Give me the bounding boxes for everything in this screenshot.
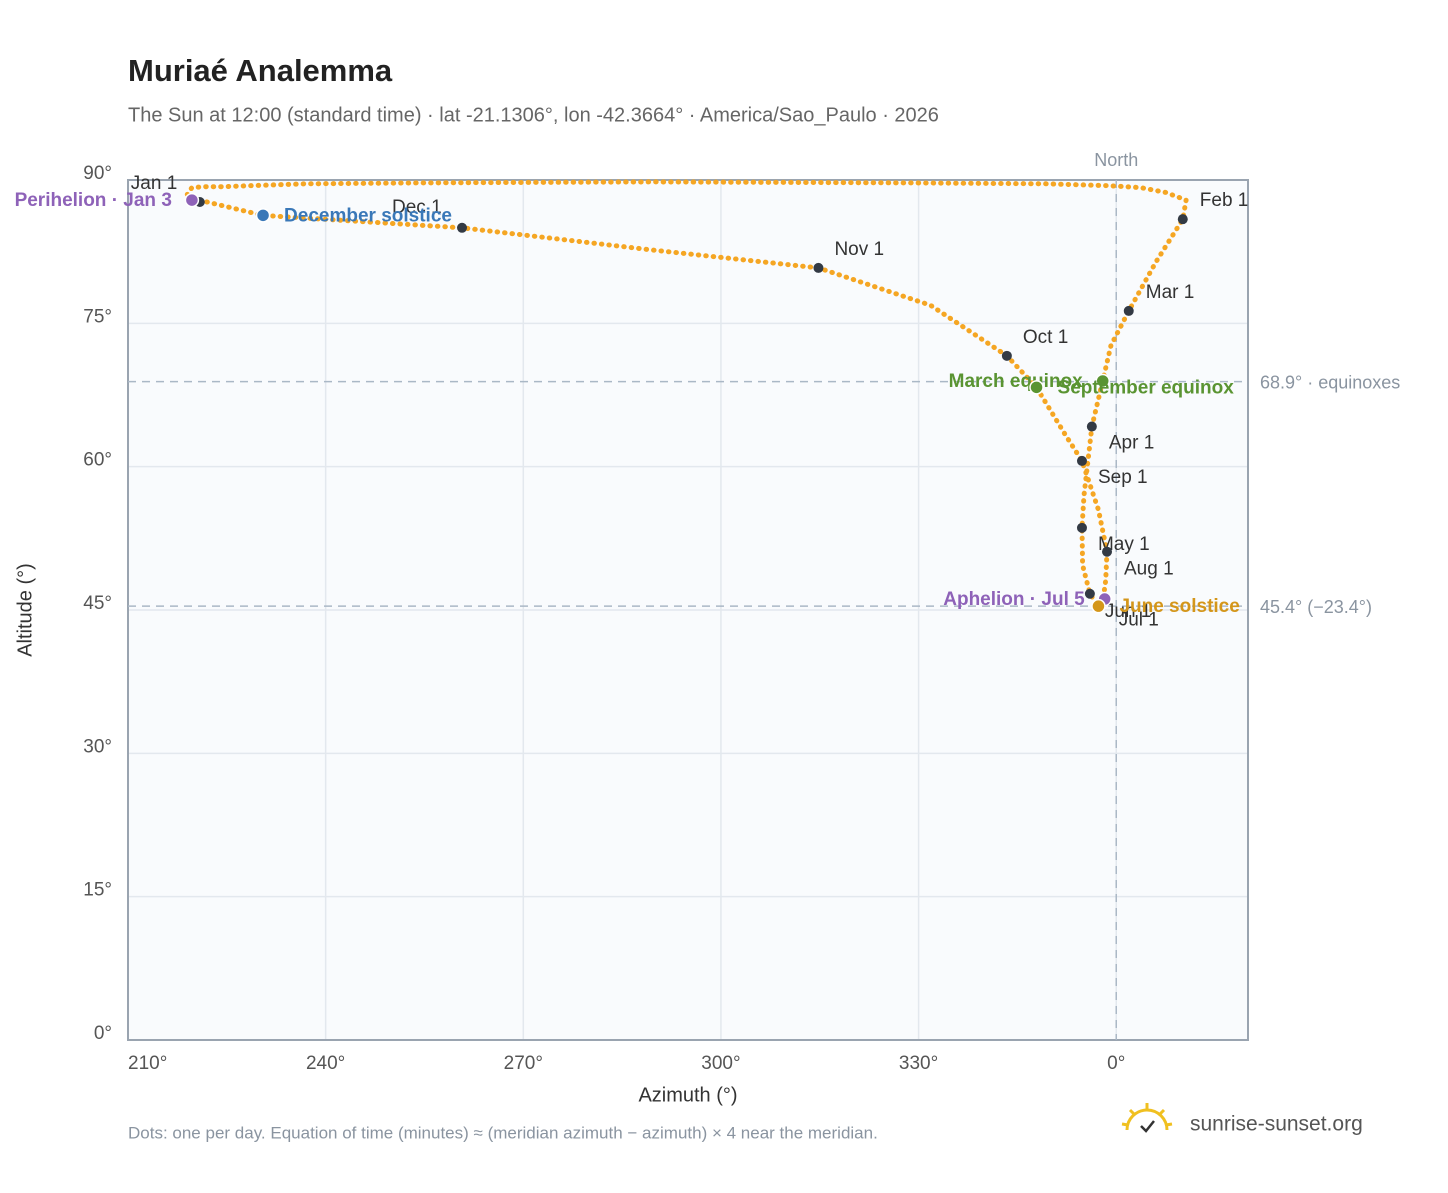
month-marker <box>1084 588 1095 599</box>
event-label: March equinox <box>949 371 1084 392</box>
y-tick-label: 45° <box>83 593 112 614</box>
event-label: Aphelion · Jul 5 <box>943 589 1085 610</box>
month-label: Jun 1 <box>1105 601 1151 622</box>
month-label: Feb 1 <box>1200 190 1249 211</box>
month-label: Oct 1 <box>1023 327 1068 348</box>
month-marker <box>1123 305 1134 316</box>
month-marker <box>1076 455 1087 466</box>
month-marker <box>1102 546 1113 557</box>
x-tick-label: 300° <box>701 1053 740 1074</box>
month-label: Aug 1 <box>1124 559 1174 580</box>
y-tick-label: 75° <box>83 306 112 327</box>
event-marker <box>1095 373 1110 389</box>
x-tick-label: 270° <box>504 1053 543 1074</box>
chart-subtitle: The Sun at 12:00 (standard time) · lat -… <box>128 104 939 126</box>
month-marker <box>457 222 468 233</box>
y-tick-label: 15° <box>83 880 112 901</box>
chart-title: Muriaé Analemma <box>128 53 393 88</box>
month-label: Mar 1 <box>1146 282 1195 303</box>
reference-label: 68.9° · equinoxes <box>1260 372 1400 392</box>
x-tick-label: 330° <box>899 1053 938 1074</box>
x-axis-label: Azimuth (°) <box>638 1084 737 1106</box>
month-marker <box>1001 350 1012 361</box>
north-label: North <box>1094 150 1138 170</box>
month-marker <box>1177 214 1188 225</box>
x-tick-label: 210° <box>128 1053 167 1074</box>
reference-label: 45.4° (−23.4°) <box>1260 597 1372 617</box>
month-label: Sep 1 <box>1098 467 1148 488</box>
month-label: Jul 1 <box>1119 609 1159 630</box>
brand: sunrise-sunset.org <box>1190 1113 1363 1136</box>
month-label: Jan 1 <box>131 173 177 194</box>
month-label: Apr 1 <box>1109 433 1154 454</box>
x-tick-label: 0° <box>1107 1053 1125 1074</box>
event-marker <box>184 192 200 208</box>
y-tick-label: 0° <box>94 1023 112 1044</box>
y-axis-label: Altitude (°) <box>14 563 36 657</box>
event-marker <box>1091 598 1106 614</box>
event-marker <box>255 208 271 223</box>
event-label: September equinox <box>1058 377 1235 398</box>
event-label: Perihelion · Jan 3 <box>15 190 172 211</box>
footnote: Dots: one per day. Equation of time (min… <box>128 1123 878 1142</box>
month-label: Dec 1 <box>392 197 442 218</box>
event-label: June solstice <box>1119 596 1239 617</box>
x-tick-label: 240° <box>306 1053 345 1074</box>
month-label: Nov 1 <box>834 239 884 260</box>
month-marker <box>1086 421 1097 432</box>
brand-logo <box>1121 1103 1173 1133</box>
month-marker <box>813 262 824 273</box>
y-tick-label: 90° <box>83 163 112 184</box>
event-marker <box>1029 380 1044 395</box>
y-tick-label: 60° <box>83 450 112 471</box>
plot-frame <box>127 179 1249 1041</box>
y-tick-label: 30° <box>83 736 112 757</box>
event-label: December solstice <box>284 205 452 226</box>
month-marker <box>1076 522 1087 533</box>
